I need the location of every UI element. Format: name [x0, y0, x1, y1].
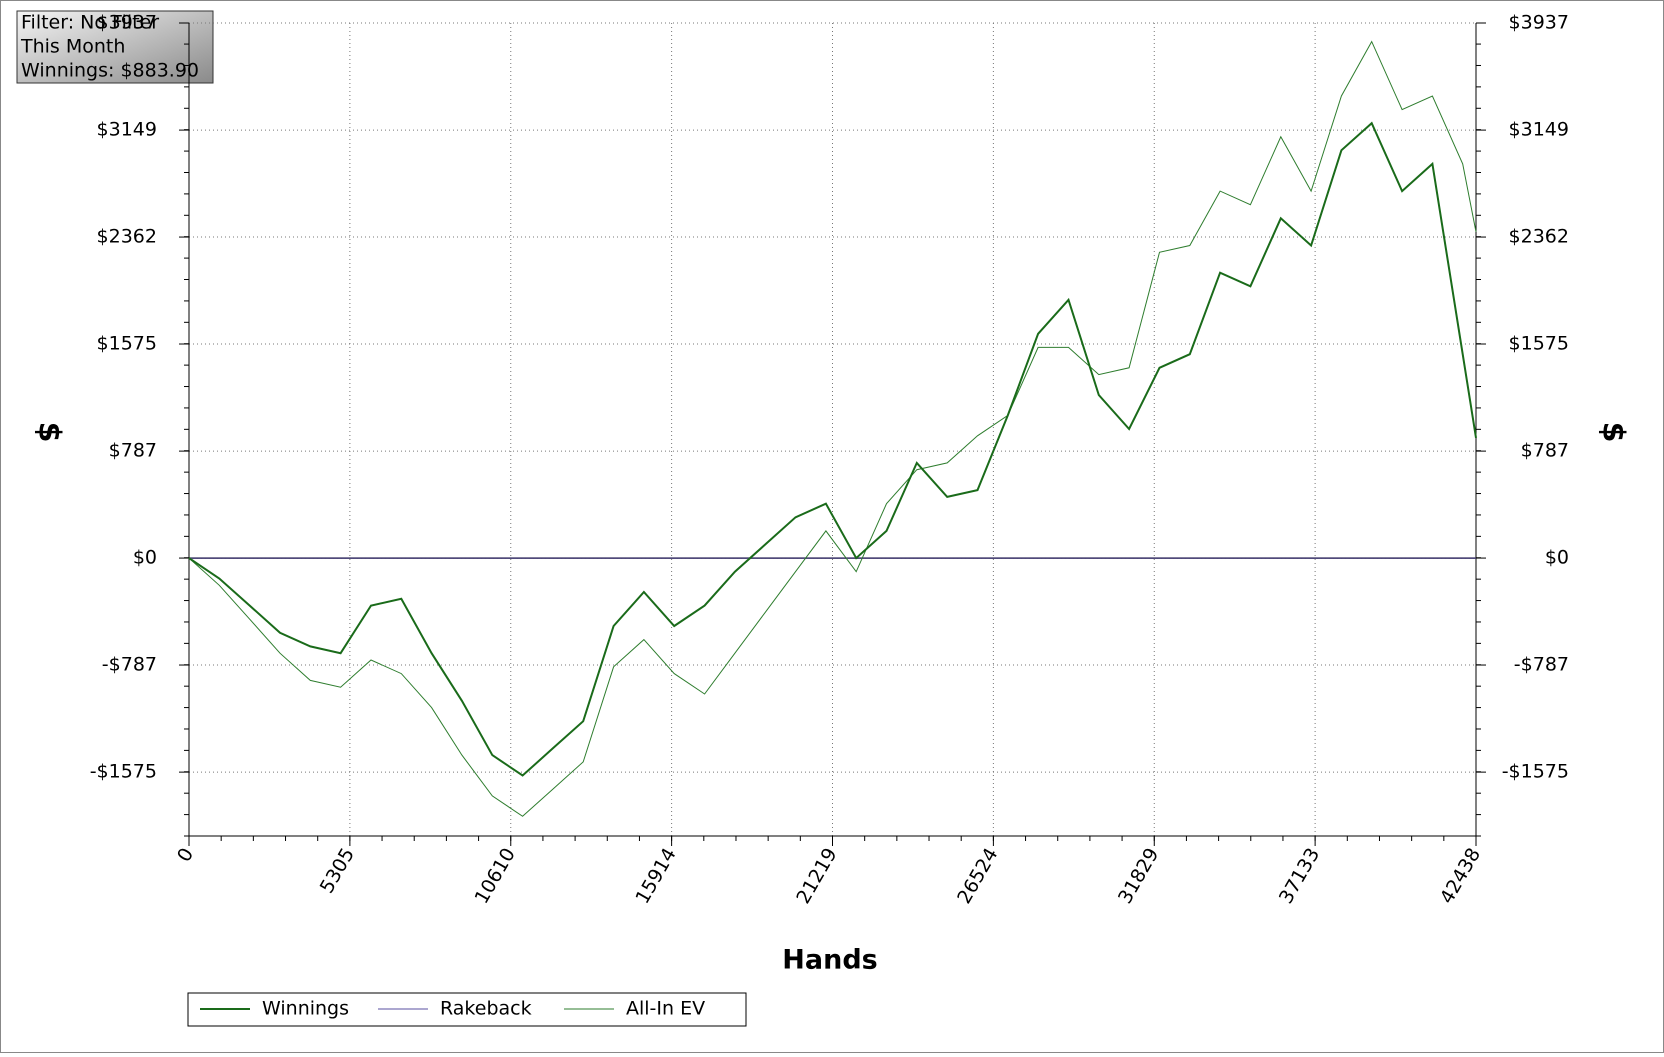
y2-tick-label: $787	[1521, 440, 1569, 462]
y-tick-label: $1575	[97, 333, 157, 355]
y2-axis-label: $	[1596, 422, 1631, 443]
legend	[187, 992, 747, 1027]
y2-tick-label: $3937	[1509, 12, 1569, 34]
y-tick-label: -$787	[102, 654, 157, 676]
info-text: This Month	[20, 36, 125, 58]
y-tick-label: $0	[133, 547, 157, 569]
y-tick-label: $3149	[97, 119, 157, 141]
y2-tick-label: $1575	[1509, 333, 1569, 355]
y2-tick-label: $0	[1545, 547, 1569, 569]
x-axis-label: Hands	[782, 945, 877, 976]
y-tick-label: -$1575	[90, 761, 157, 783]
y-tick-label: $787	[109, 440, 157, 462]
legend-label: Rakeback	[440, 998, 532, 1020]
y2-tick-label: -$1575	[1502, 761, 1569, 783]
info-text: Filter: No Filter	[21, 12, 159, 34]
series-line	[188, 121, 1477, 777]
series-line	[188, 40, 1477, 817]
y-tick-label: $3937	[97, 12, 157, 34]
info-text: Winnings: $883.90	[21, 60, 199, 82]
y-tick-label: $2362	[97, 226, 157, 248]
y2-tick-label: -$787	[1514, 654, 1569, 676]
y-axis-label: $	[32, 422, 67, 443]
y2-tick-label: $3149	[1509, 119, 1569, 141]
legend-label: All-In EV	[626, 998, 705, 1020]
legend-label: Winnings	[262, 998, 349, 1020]
y2-tick-label: $2362	[1509, 226, 1569, 248]
